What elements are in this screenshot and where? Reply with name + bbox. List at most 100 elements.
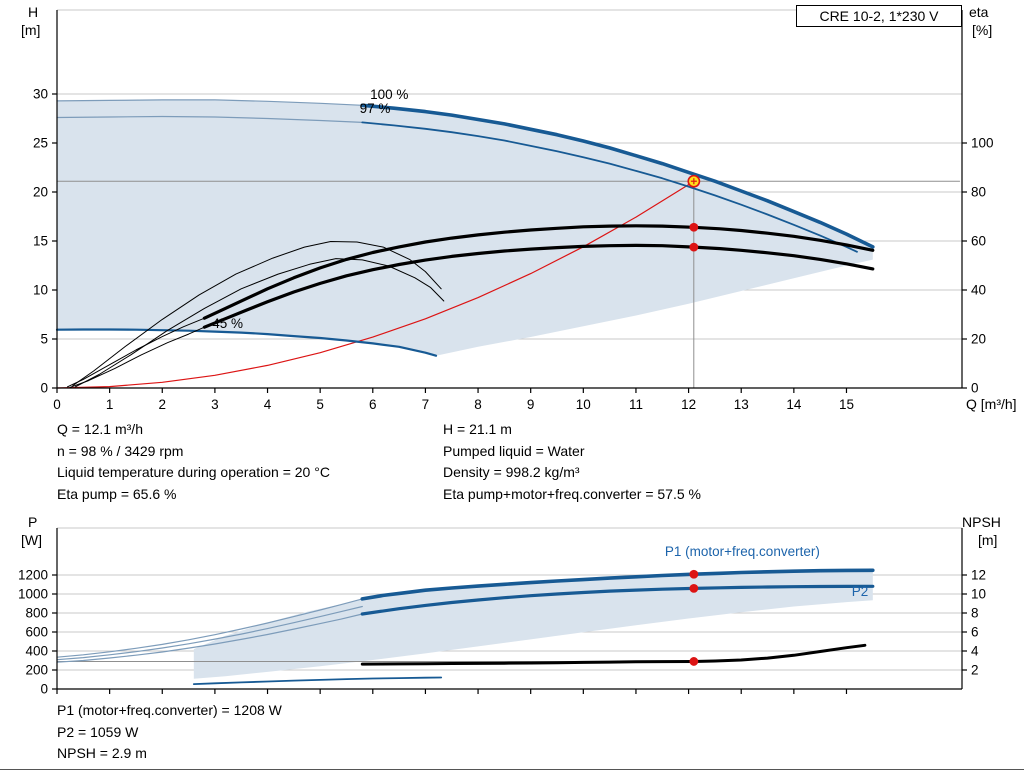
x-tick-label: 10 <box>576 397 591 412</box>
y-right-tick-label: 40 <box>971 283 986 298</box>
y-right-tick-label: 20 <box>971 332 986 347</box>
x-tick-label: 5 <box>316 397 324 412</box>
duty-info-right: H = 21.1 m Pumped liquid = Water Density… <box>443 419 701 505</box>
y-left-tick-label: 10 <box>33 283 48 298</box>
curve-system-curve <box>56 180 695 389</box>
p2-point <box>689 583 699 593</box>
curve-p-45 <box>192 676 443 685</box>
eta-pump-point <box>689 222 699 232</box>
y-right-tick-label: 0 <box>971 381 979 396</box>
y-left-tick-label: 600 <box>25 625 48 640</box>
curve-label: 100 % <box>370 87 408 102</box>
curve-speed-45 <box>55 328 438 357</box>
curve-p2 <box>360 584 875 616</box>
x-tick-label: 3 <box>211 397 219 412</box>
y-left-axis-unit-top: [m] <box>21 22 41 38</box>
page-bottom-divider <box>0 769 1024 770</box>
power-npsh-chart: 0 200 400 600 800 1000 1200 2 4 6 8 10 12 P1 (motor+f… <box>18 527 986 697</box>
y-right-tick-label: 6 <box>971 625 979 640</box>
y-left-tick-label: 5 <box>40 332 48 347</box>
x-tick-label: 11 <box>629 397 643 412</box>
info-line-h: H = 21.1 m <box>443 421 512 437</box>
y-left-tick-label: 800 <box>25 606 48 621</box>
power-info: P1 (motor+freq.converter) = 1208 W P2 = … <box>57 700 282 765</box>
duty-info-left: Q = 12.1 m³/h n = 98 % / 3429 rpm Liquid… <box>57 419 330 505</box>
y-left-tick-label: 400 <box>25 644 48 659</box>
x-tick-label: 9 <box>527 397 535 412</box>
x-tick-label: 13 <box>734 397 749 412</box>
y-left-tick-label: 25 <box>33 136 48 151</box>
curve-label: P1 (motor+freq.converter) <box>665 544 820 559</box>
info-line-liquid: Pumped liquid = Water <box>443 442 585 459</box>
y-left-axis-title-top: H <box>28 4 39 20</box>
y-right-tick-label: 80 <box>971 185 986 200</box>
curve-label: P2 <box>852 584 869 599</box>
x-tick-label: 2 <box>159 397 167 412</box>
info-line-eta-pump: Eta pump = 65.6 % <box>57 485 177 502</box>
y-left-axis-title-bottom: P <box>28 514 38 530</box>
y-left-axis-unit-bottom: [W] <box>21 532 42 548</box>
curve-speed-97 <box>361 121 858 253</box>
npsh-point <box>689 657 699 666</box>
y-right-tick-label: 10 <box>971 587 986 602</box>
info-line-npsh: NPSH = 2.9 m <box>57 745 147 762</box>
y-left-tick-label: 1000 <box>18 587 48 602</box>
curve-speed-97-ext <box>56 115 363 123</box>
y-left-tick-label: 0 <box>40 381 48 396</box>
curve-eta-total-ext <box>69 326 205 388</box>
p1-point <box>689 569 699 579</box>
y-right-axis-title-top: eta <box>969 4 989 20</box>
y-right-tick-label: 8 <box>971 606 979 621</box>
curve-eta-reduced-a <box>72 241 442 387</box>
info-line-n: n = 98 % / 3429 rpm <box>57 442 184 459</box>
y-right-tick-label: 60 <box>971 234 986 249</box>
x-tick-label: 4 <box>264 397 272 412</box>
x-tick-label: 0 <box>53 397 61 412</box>
y-right-axis-unit-bottom: [m] <box>978 532 998 548</box>
y-right-tick-label: 100 <box>971 136 994 151</box>
curve-eta-pump <box>202 224 875 320</box>
curve-eta-total <box>202 243 875 329</box>
info-line-density: Density = 998.2 kg/m³ <box>443 464 580 481</box>
x-tick-label: 7 <box>422 397 430 412</box>
y-left-tick-label: 15 <box>33 234 48 249</box>
curve-eta-pump-ext <box>67 317 205 388</box>
curve-speed-100-ext <box>56 99 363 106</box>
y-left-tick-label: 200 <box>25 663 48 678</box>
y-right-axis-unit-top: [%] <box>972 22 993 38</box>
info-line-p2: P2 = 1059 W <box>57 723 139 740</box>
curve-label: 97 % <box>360 101 391 116</box>
x-tick-label: 12 <box>681 397 696 412</box>
x-tick-label: 6 <box>369 397 377 412</box>
curve-p1-ext <box>56 598 363 658</box>
curve-p2-ext <box>56 613 363 663</box>
y-left-tick-label: 20 <box>33 185 48 200</box>
curve-eta-reduced-b <box>74 258 445 388</box>
y-right-tick-label: 4 <box>971 644 979 659</box>
curve-label: 45 % <box>212 316 243 331</box>
y-right-tick-label: 2 <box>971 663 979 678</box>
info-line-p1: P1 (motor+freq.converter) = 1208 W <box>57 702 282 718</box>
info-line-q: Q = 12.1 m³/h <box>57 421 143 437</box>
operating-range-area <box>57 99 873 356</box>
y-left-tick-label: 30 <box>33 87 48 102</box>
curve-npsh <box>360 643 867 666</box>
curve-p1-97-ext <box>56 605 363 661</box>
x-tick-label: 1 <box>106 397 114 412</box>
operating-range-area <box>193 570 873 679</box>
x-axis-title: Q [m³/h] <box>966 396 1017 412</box>
y-left-tick-label: 0 <box>40 682 48 697</box>
info-line-temp: Liquid temperature during operation = 20… <box>57 464 330 481</box>
eta-total-point <box>689 242 699 252</box>
pump-model-badge: CRE 10-2, 1*230 V <box>796 5 962 27</box>
curve-speed-100 <box>360 103 875 249</box>
curve-p1 <box>360 568 875 601</box>
x-tick-label: 15 <box>839 397 854 412</box>
y-left-tick-label: 1200 <box>18 568 48 583</box>
x-tick-label: 14 <box>786 397 802 412</box>
y-right-tick-label: 12 <box>971 568 986 583</box>
x-tick-label: 8 <box>474 397 482 412</box>
y-right-axis-title-bottom: NPSH <box>962 514 1001 530</box>
